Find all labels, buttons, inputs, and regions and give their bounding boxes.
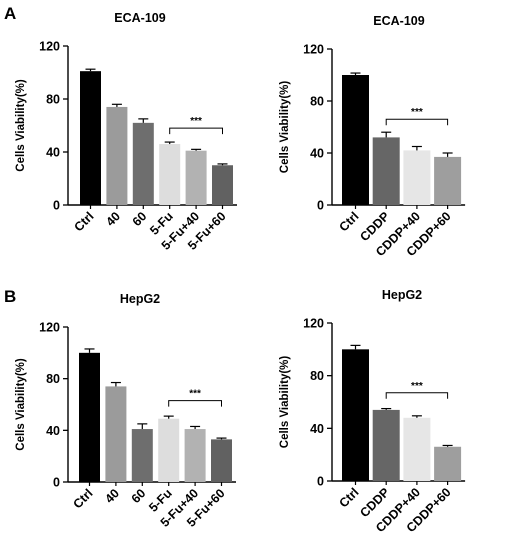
bar (212, 165, 233, 205)
bar (403, 150, 431, 205)
y-tick-label: 40 (310, 422, 324, 436)
significance-bracket (385, 118, 449, 126)
bar (105, 386, 127, 482)
panel-label-b: B (4, 287, 16, 306)
y-tick-label: 40 (46, 424, 60, 438)
bar (159, 144, 181, 205)
bar (403, 417, 431, 481)
y-tick-label: 80 (46, 93, 60, 107)
bar (106, 106, 128, 205)
y-tick-label: 120 (303, 317, 324, 331)
chart-eca109-5fu: ECA-109 Cells Viability(%) 0 40 80 120 Ctrl 40 6… (15, 11, 237, 253)
significance-label: *** (190, 116, 202, 127)
y-tick-label: 0 (317, 475, 324, 489)
y-tick-label: 40 (310, 147, 324, 161)
y-axis-label: Cells Viability(%) (15, 358, 27, 451)
significance-label: *** (411, 381, 423, 392)
bar (79, 352, 100, 482)
x-tick-label: Ctrl (336, 485, 361, 510)
bar (185, 150, 207, 205)
bar (434, 156, 462, 205)
chart-title: ECA-109 (373, 14, 424, 28)
bar (342, 349, 369, 481)
significance-label: *** (189, 389, 201, 400)
bar (372, 409, 400, 481)
x-tick-label: 40 (103, 209, 123, 229)
chart-title: HepG2 (120, 292, 160, 306)
y-tick-label: 80 (310, 369, 324, 383)
bar (342, 75, 369, 205)
y-tick-label: 120 (39, 321, 60, 335)
y-axis-label: Cells Viability(%) (279, 81, 291, 174)
y-axis-label: Cells Viability(%) (15, 79, 27, 172)
x-tick-label: Ctrl (71, 209, 96, 234)
significance-bracket (168, 400, 222, 407)
significance-bracket (385, 392, 449, 399)
y-tick-label: 120 (39, 40, 60, 54)
x-tick-label: 60 (130, 209, 150, 229)
y-tick-label: 120 (303, 43, 324, 57)
bar (211, 439, 232, 482)
significance-label: *** (411, 107, 423, 118)
significance-bracket (169, 127, 223, 135)
chart-title: HepG2 (382, 288, 422, 302)
bar (132, 122, 154, 205)
bar (158, 418, 180, 482)
y-tick-label: 40 (46, 146, 60, 160)
x-tick-label: 60 (129, 486, 149, 506)
bar (131, 429, 153, 482)
y-tick-label: 80 (310, 95, 324, 109)
panel-label-a: A (4, 4, 16, 23)
x-tick-label: 40 (102, 486, 122, 506)
bar (372, 137, 400, 205)
bar (184, 429, 206, 482)
y-tick-label: 0 (53, 476, 60, 490)
y-tick-label: 0 (317, 199, 324, 213)
y-tick-label: 80 (46, 372, 60, 386)
x-tick-label: Ctrl (336, 209, 361, 234)
bar (80, 71, 101, 205)
chart-title: ECA-109 (114, 11, 165, 25)
x-tick-label: Ctrl (70, 486, 95, 511)
y-axis-label: Cells Viability(%) (279, 356, 291, 449)
bar (434, 446, 462, 481)
y-tick-label: 0 (53, 199, 60, 213)
